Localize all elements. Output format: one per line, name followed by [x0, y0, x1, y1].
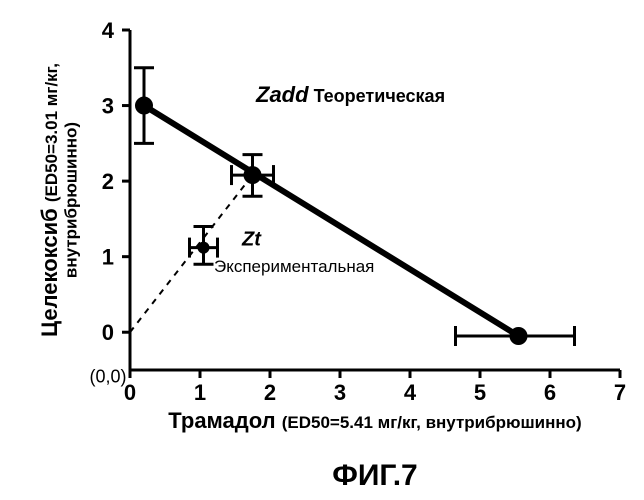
data-point-zt — [198, 242, 210, 254]
data-point-zadd — [244, 166, 262, 184]
x-tick-label: 6 — [544, 380, 556, 405]
x-tick-label: 1 — [194, 380, 206, 405]
y-tick-label: 3 — [102, 94, 114, 119]
y-tick-label: 2 — [102, 169, 114, 194]
x-tick-label: 2 — [264, 380, 276, 405]
y-tick-label: 0 — [102, 320, 114, 345]
figure-label: ФИГ.7 — [332, 459, 417, 492]
x-tick-label: 3 — [334, 380, 346, 405]
annotation-zt: Zt — [241, 228, 262, 250]
annotation-zadd: Zadd Теоретическая — [255, 82, 445, 107]
x-tick-label: 4 — [404, 380, 417, 405]
annotation-origin: (0,0) — [89, 366, 126, 386]
y-tick-label: 4 — [102, 18, 115, 43]
data-point-x-intercept — [510, 327, 528, 345]
y-tick-label: 1 — [102, 245, 114, 270]
data-point-y-intercept — [135, 97, 153, 115]
x-tick-label: 5 — [474, 380, 486, 405]
x-tick-label: 7 — [614, 380, 626, 405]
annotation-zt-sub: Экспериментальная — [214, 257, 374, 276]
